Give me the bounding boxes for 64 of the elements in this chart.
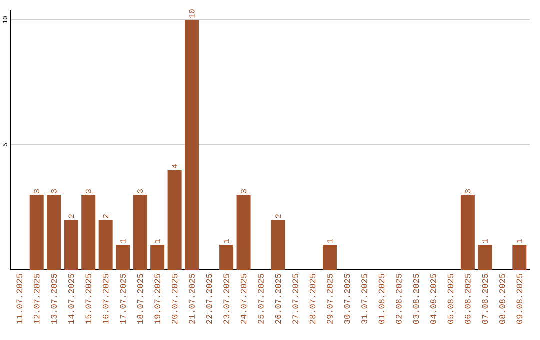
data-label: 4 [172,164,178,168]
x-tick-label: 21.07.2025 [189,274,195,324]
x-tick-label: 11.07.2025 [16,274,23,324]
x-tick-label: 07.08.2025 [482,274,488,324]
bar [512,245,527,270]
x-tick-label: 19.07.2025 [154,274,160,324]
x-tick-label: 20.07.2025 [172,274,178,324]
bar [47,195,62,270]
bar [220,245,234,270]
data-label: 3 [241,190,246,194]
data-label: 2 [103,214,109,218]
x-tick-label: 17.07.2025 [120,274,126,324]
data-label: 3 [86,190,92,194]
x-tick-label: 12.07.2025 [34,274,40,324]
bar [271,220,286,270]
bar [478,245,492,270]
bar [82,195,96,270]
bar [322,245,337,270]
bar [236,195,251,270]
data-label: 2 [276,214,281,218]
x-tick-label: 30.07.2025 [344,274,350,324]
x-tick-label: 13.07.2025 [51,274,57,324]
x-tick-label: 08.08.2025 [500,274,506,324]
bar [133,195,148,270]
x-tick-label: 18.07.2025 [137,274,144,324]
x-tick-label: 28.07.2025 [310,274,316,324]
data-label: 1 [120,239,126,244]
x-tick-label: 03.08.2025 [413,274,420,324]
bar [64,220,78,270]
x-tick-label: 31.07.2025 [362,274,368,324]
bar [185,20,200,270]
x-tick-label: 24.07.2025 [240,274,247,324]
bar [168,170,182,270]
x-tick-label: 01.08.2025 [378,274,385,324]
x-tick-label: 02.08.2025 [396,274,402,324]
x-tick-label: 14.07.2025 [68,274,74,324]
bar [116,245,130,270]
data-label: 3 [138,190,144,194]
x-tick-label: 22.07.2025 [206,274,212,324]
x-tick-label: 06.08.2025 [465,274,471,324]
x-tick-label: 15.07.2025 [86,274,92,324]
bar [30,195,44,270]
x-tick-label: 04.08.2025 [430,274,436,324]
bar [98,220,113,270]
x-tick-label: 25.07.2025 [258,274,264,324]
data-label: 3 [34,190,40,194]
x-tick-label: 26.07.2025 [275,274,282,324]
x-tick-label: 29.07.2025 [327,274,333,324]
data-label: 1 [224,239,230,244]
x-tick-label: 27.07.2025 [292,274,298,324]
data-label: 3 [465,190,471,194]
data-label: 10 [189,10,195,18]
x-tick-label: 23.07.2025 [224,274,230,324]
data-label: 1 [327,239,333,244]
data-label: 3 [51,190,57,194]
x-tick-label: 09.08.2025 [516,274,523,324]
bar [150,245,165,270]
data-label: 2 [68,214,74,218]
x-tick-label: 05.08.2025 [448,274,454,324]
x-tick-label: 16.07.2025 [102,274,109,324]
data-label: 1 [517,239,522,244]
data-label: 1 [154,239,160,244]
bar [460,195,475,270]
data-label: 1 [482,239,488,244]
